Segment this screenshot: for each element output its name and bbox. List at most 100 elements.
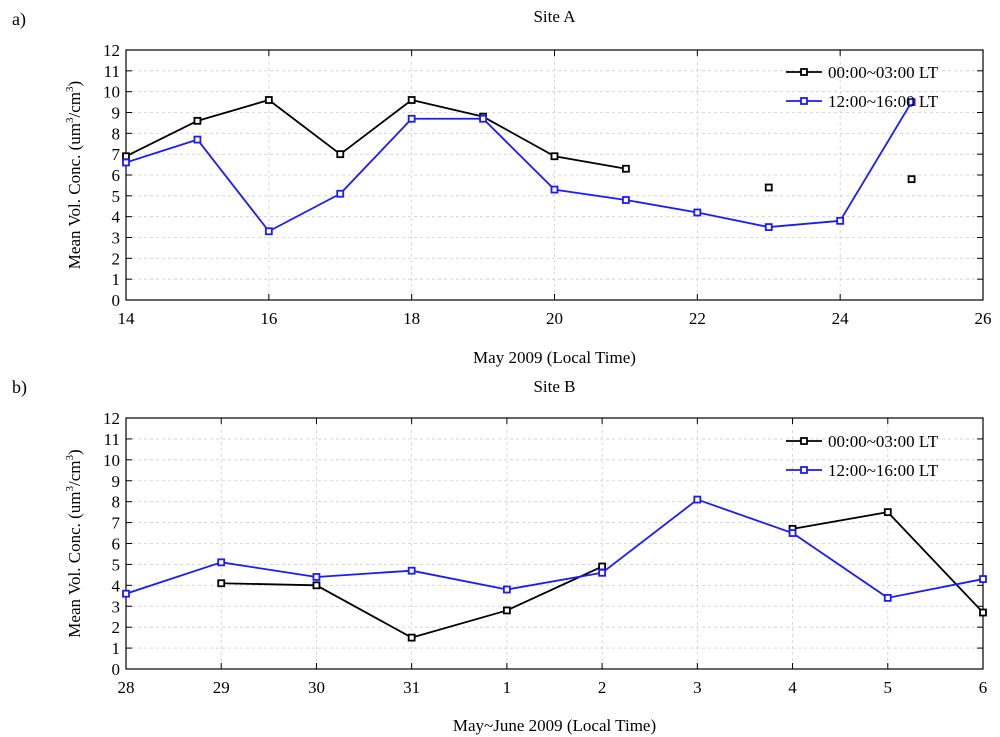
y-axis-label-superscript: 3 — [64, 454, 76, 460]
x-tick-label: 29 — [213, 678, 230, 697]
y-tick-label: 10 — [103, 451, 120, 470]
legend-label: 12:00~16:00 LT — [828, 92, 939, 111]
series-line-segment — [197, 99, 270, 122]
panel-label: b) — [12, 377, 27, 398]
y-tick-label: 9 — [112, 472, 121, 491]
y-axis-label-part: /cm — [65, 92, 84, 118]
data-point — [217, 579, 226, 588]
x-tick-label: 3 — [693, 678, 702, 697]
x-tick-label: 5 — [884, 678, 893, 697]
x-axis-label: May~June 2009 (Local Time) — [453, 716, 656, 735]
data-point — [193, 135, 202, 144]
y-tick-label: 0 — [112, 291, 121, 310]
x-tick-label: 18 — [403, 309, 420, 328]
y-tick-label: 5 — [112, 555, 121, 574]
data-point — [502, 585, 511, 594]
data-point — [407, 633, 416, 642]
series-line-segment — [316, 569, 412, 578]
y-axis-label-part: ) — [65, 81, 84, 87]
data-point — [217, 558, 226, 567]
series-line-segment — [125, 138, 198, 164]
data-point — [407, 96, 416, 104]
y-axis-label-superscript: 3 — [64, 485, 76, 491]
data-point — [264, 227, 273, 236]
y-tick-label: 8 — [112, 493, 121, 512]
y-tick-label: 7 — [112, 145, 121, 164]
y-axis-label-superscript: 3 — [64, 86, 76, 92]
x-tick-label: 6 — [979, 678, 988, 697]
data-point — [479, 114, 487, 123]
series-line-segment — [506, 571, 603, 591]
series-line-segment — [411, 609, 508, 639]
series-line-segment — [411, 99, 484, 118]
legend-marker — [800, 437, 808, 445]
series-line-segment — [411, 569, 508, 591]
data-point — [550, 152, 559, 161]
series-line-segment — [887, 578, 984, 599]
data-point — [907, 98, 916, 106]
legend-label: 00:00~03:00 LT — [828, 63, 939, 82]
y-tick-label: 4 — [112, 576, 121, 595]
y-tick-label: 6 — [112, 535, 121, 554]
series-line-segment — [697, 498, 793, 534]
series-line-segment — [554, 188, 627, 201]
y-tick-label: 3 — [112, 229, 121, 248]
x-tick-label: 1 — [503, 678, 512, 697]
data-point — [693, 208, 702, 217]
series-line-segment — [839, 101, 913, 222]
x-tick-label: 28 — [118, 678, 135, 697]
y-axis-label: Mean Vol. Conc. (um3/cm3) — [64, 81, 84, 269]
y-tick-label: 0 — [112, 660, 121, 679]
y-axis-label: Mean Vol. Conc. (um3/cm3) — [64, 449, 84, 637]
series-line-segment — [887, 511, 984, 614]
x-tick-label: 4 — [788, 678, 797, 697]
series-line-segment — [792, 511, 888, 530]
x-tick-label: 31 — [403, 678, 420, 697]
y-tick-label: 11 — [104, 62, 120, 81]
data-point — [693, 495, 702, 504]
legend-label: 12:00~16:00 LT — [828, 461, 939, 480]
x-tick-label: 24 — [832, 309, 850, 328]
data-point — [312, 581, 321, 590]
series-line-segment — [792, 532, 889, 599]
legend-marker — [800, 68, 808, 76]
series-line-segment — [601, 498, 698, 574]
series-line-segment — [482, 118, 556, 191]
y-tick-label: 6 — [112, 166, 121, 185]
series-line-segment — [125, 561, 222, 595]
y-tick-label: 2 — [112, 249, 121, 268]
data-point — [979, 575, 987, 583]
y-tick-label: 9 — [112, 104, 121, 123]
series-line-segment — [221, 582, 317, 587]
y-tick-label: 12 — [103, 409, 120, 428]
data-point — [764, 223, 773, 231]
series-line-segment — [506, 565, 603, 612]
data-point — [979, 608, 987, 617]
series-line-segment — [196, 139, 270, 232]
data-point — [883, 508, 892, 517]
x-tick-label: 30 — [308, 678, 325, 697]
data-point — [502, 606, 511, 615]
data-point — [264, 96, 273, 104]
data-point — [622, 196, 630, 204]
series-line-segment — [339, 99, 413, 155]
data-point — [883, 593, 892, 602]
y-tick-label: 1 — [112, 639, 121, 658]
series-line-segment — [221, 561, 317, 578]
x-tick-label: 20 — [546, 309, 563, 328]
y-tick-label: 1 — [112, 270, 121, 289]
chart-title: Site A — [533, 7, 576, 26]
series-line-segment — [554, 155, 627, 170]
data-point — [122, 589, 130, 598]
y-tick-label: 7 — [112, 514, 121, 533]
y-axis-label-part: Mean Vol. Conc. (um — [65, 123, 84, 269]
y-tick-label: 8 — [112, 124, 121, 143]
data-point — [122, 158, 130, 167]
y-axis-label-part: ) — [65, 449, 84, 455]
y-tick-label: 2 — [112, 618, 121, 637]
y-axis-label-part: Mean Vol. Conc. (um — [65, 491, 84, 637]
series-line-segment — [482, 115, 555, 158]
x-tick-label: 16 — [260, 309, 277, 328]
y-tick-label: 3 — [112, 597, 121, 616]
